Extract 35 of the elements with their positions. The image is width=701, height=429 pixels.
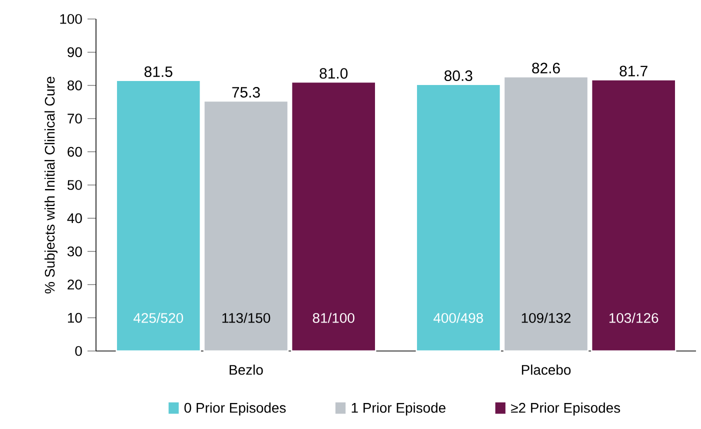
legend-label: 0 Prior Episodes [184, 402, 286, 416]
y-tick-label: 20 [68, 280, 82, 290]
y-tick-label: 0 [75, 346, 82, 356]
data-label: 75.3 [232, 87, 260, 98]
annotation: 103/126 [609, 312, 658, 323]
data-label: 81.5 [144, 66, 172, 78]
y-tick-label: 100 [60, 14, 82, 24]
data-label: 80.3 [444, 70, 472, 82]
data-label: 81.7 [620, 66, 648, 76]
bar [291, 81, 376, 352]
bar [416, 84, 502, 352]
legend-label: 1 Prior Episode [352, 402, 446, 416]
x-tick-label: Bezlo [230, 364, 263, 375]
y-tick-label: 40 [67, 213, 82, 224]
y-tick-label: 60 [68, 146, 82, 157]
bar [503, 76, 589, 352]
annotation: 81/100 [312, 312, 354, 323]
y-tick-label: 80 [68, 80, 82, 90]
legend-label: ≥2 Prior Episodes [511, 402, 620, 416]
x-tick-label: Placebo [522, 364, 571, 375]
annotation: 400/498 [434, 312, 483, 323]
annotation: 113/150 [222, 312, 270, 323]
y-tick-label: 90 [68, 47, 82, 58]
data-label: 82.6 [532, 62, 560, 74]
bar [203, 100, 289, 352]
annotation: 425/520 [134, 312, 184, 323]
data-label: 81.0 [320, 68, 348, 79]
bar [116, 80, 201, 352]
y-axis-title: % Subjects with Initial Clinical Cure [44, 76, 58, 294]
y-tick-label: 70 [68, 114, 82, 124]
y-tick-label: 10 [68, 312, 82, 323]
annotation: 109/132 [522, 312, 571, 323]
y-tick-label: 30 [67, 246, 82, 256]
y-tick-label: 50 [67, 180, 82, 190]
bar [591, 79, 676, 352]
